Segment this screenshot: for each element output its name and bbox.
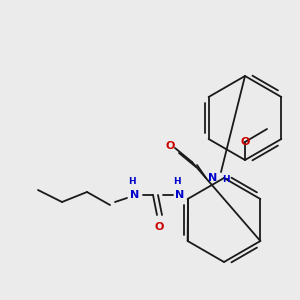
Text: O: O	[154, 222, 164, 232]
Text: N: N	[208, 173, 217, 183]
Text: O: O	[240, 137, 250, 147]
Text: O: O	[165, 141, 175, 151]
Text: H: H	[173, 176, 181, 185]
Text: H: H	[222, 176, 230, 184]
Text: N: N	[130, 190, 140, 200]
Text: H: H	[128, 176, 136, 185]
Text: N: N	[176, 190, 184, 200]
